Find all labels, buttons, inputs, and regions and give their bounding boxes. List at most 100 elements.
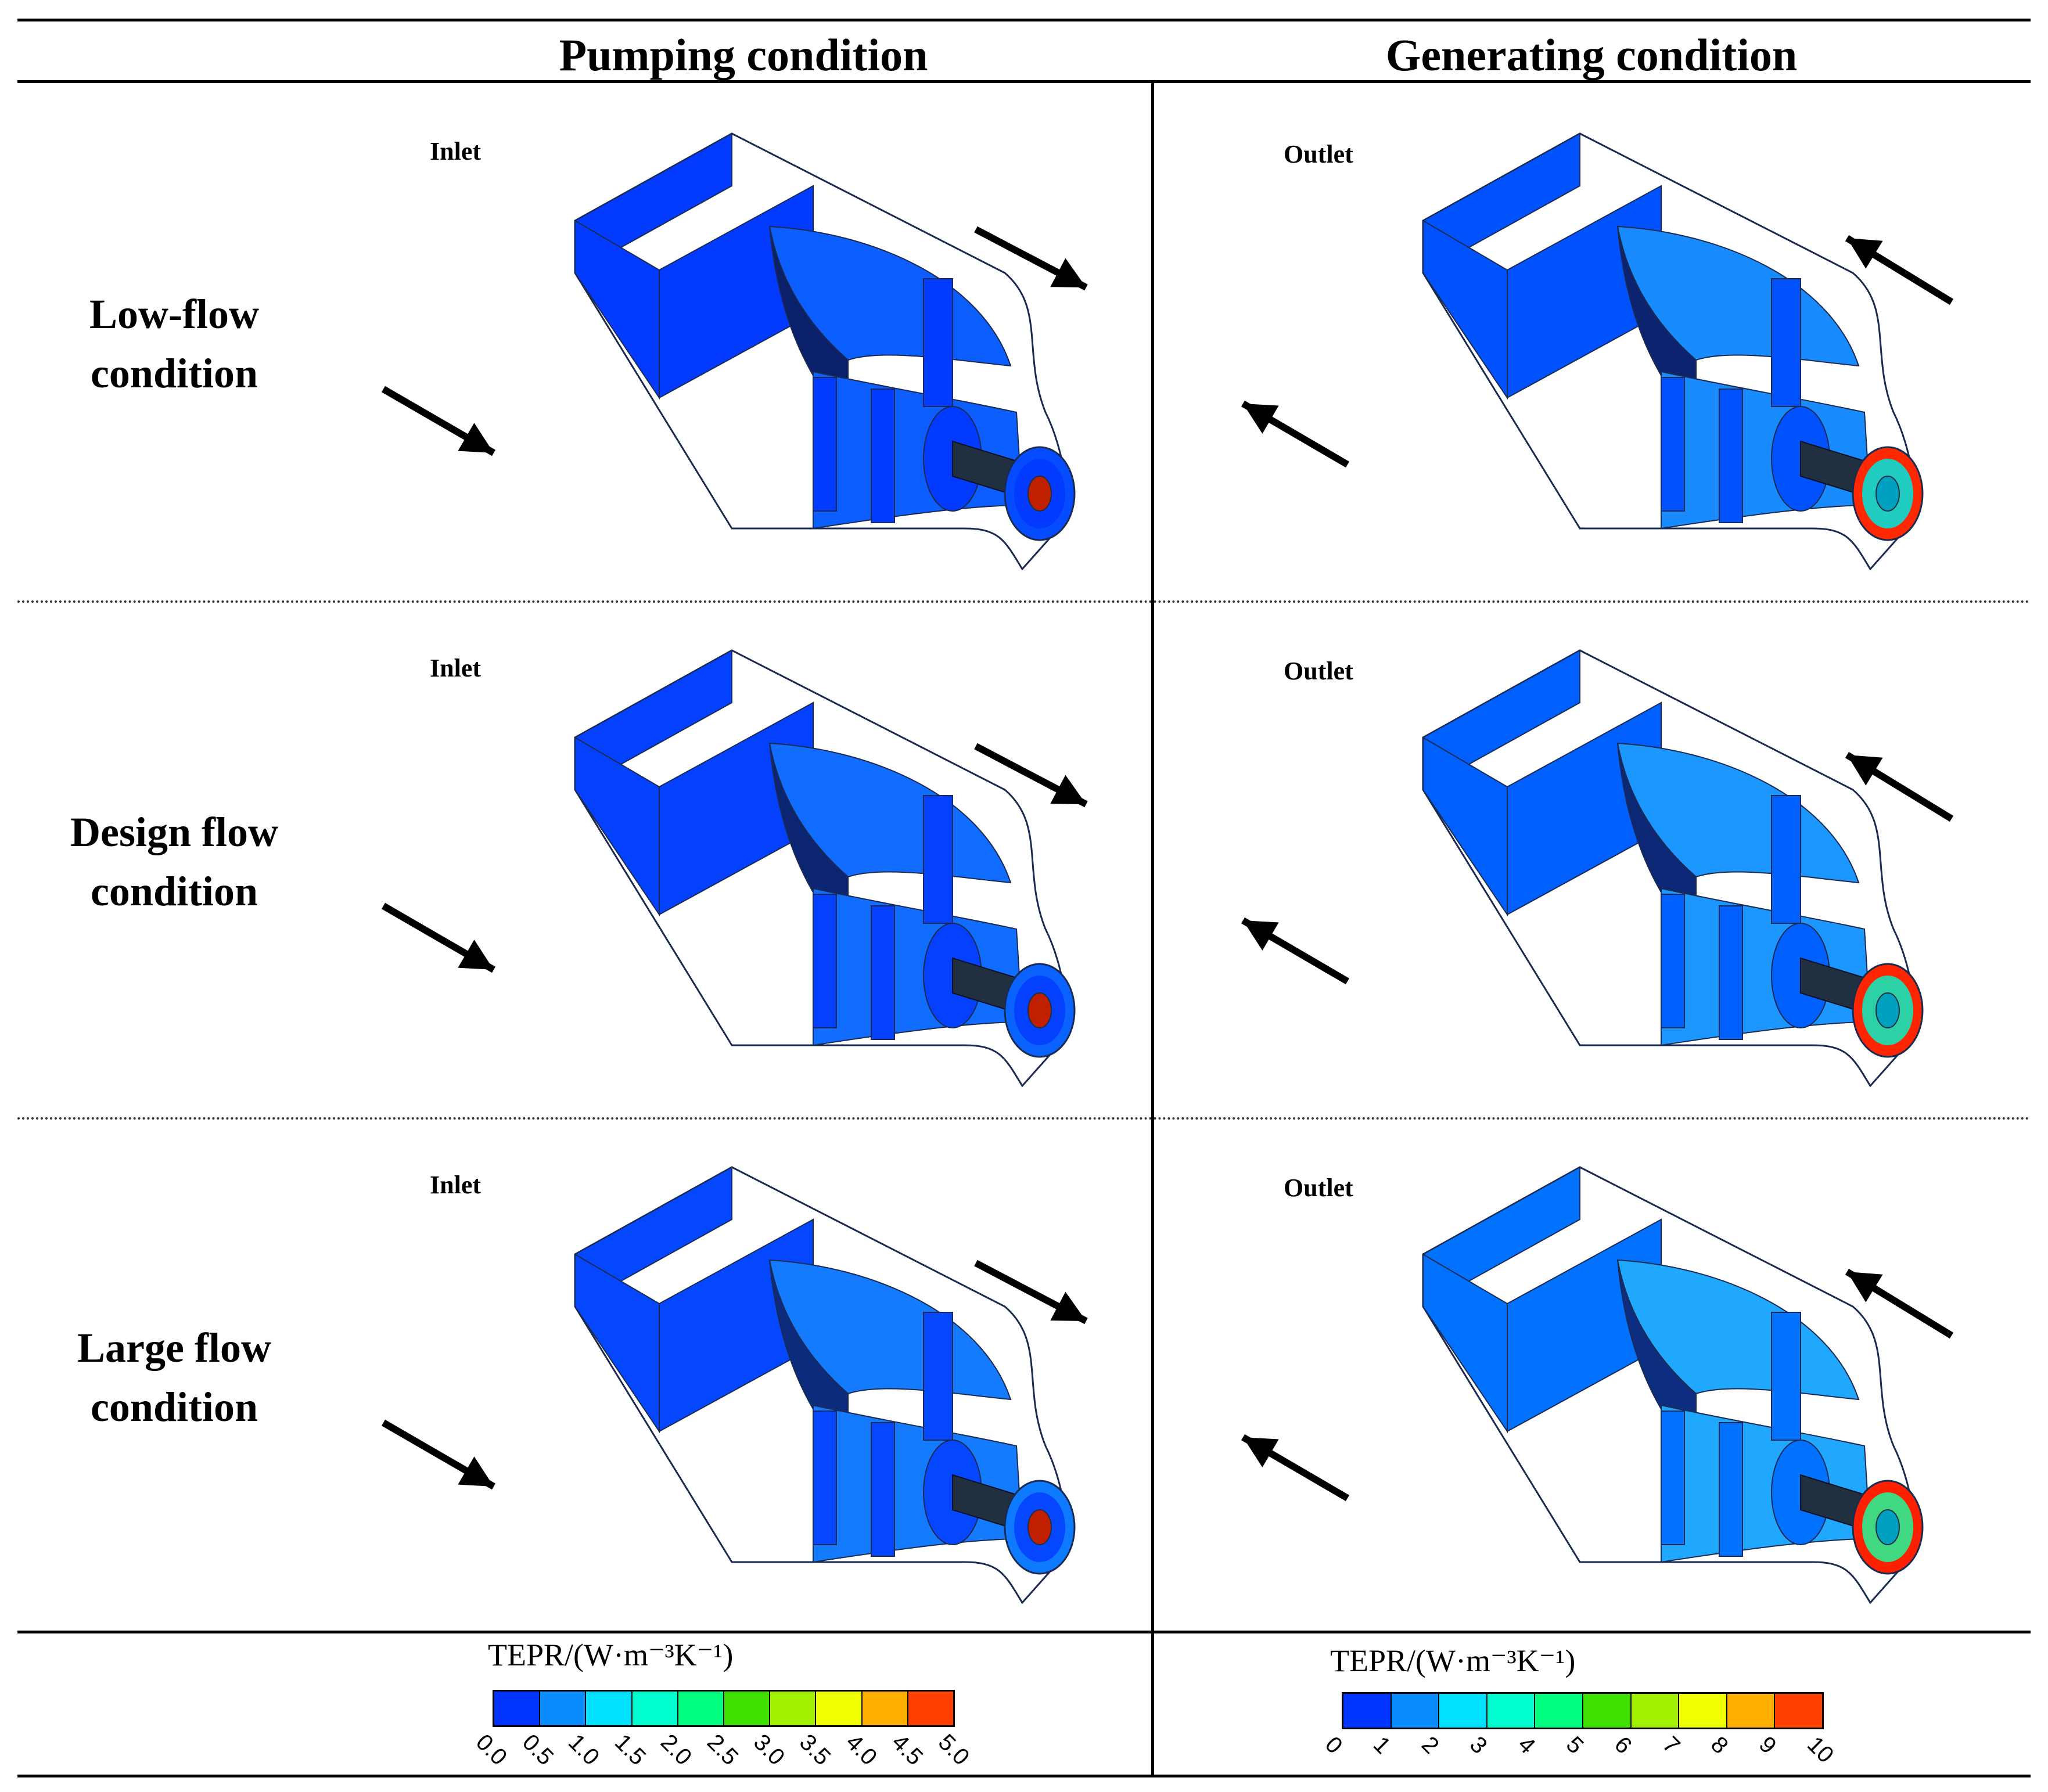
runner-hub bbox=[1875, 1509, 1900, 1545]
flow-arrowhead bbox=[1243, 1437, 1279, 1467]
draft-tube-figure: Outlet bbox=[1241, 649, 1954, 1088]
draft-tube-outline bbox=[1422, 649, 1918, 1088]
tick-label: 3.0 bbox=[748, 1729, 789, 1771]
stay-fin bbox=[1719, 1422, 1743, 1557]
runner-hub bbox=[1875, 992, 1900, 1028]
draft-tube-group bbox=[1422, 649, 1924, 1088]
colorbar-segment bbox=[770, 1692, 817, 1725]
stay-fin bbox=[1719, 388, 1743, 523]
draft-tube-group bbox=[1422, 1166, 1924, 1604]
table-bottom-rule bbox=[17, 1775, 2031, 1777]
runner-hub bbox=[1875, 476, 1900, 512]
colorbar-segment bbox=[724, 1692, 771, 1725]
conduit-surface bbox=[1661, 370, 1871, 530]
colorbar-segment bbox=[1439, 1694, 1488, 1728]
row-label-line: Low-flow bbox=[89, 291, 259, 337]
stay-fin bbox=[923, 278, 953, 407]
port-side-panel bbox=[1422, 1253, 1508, 1434]
port-label: Inlet bbox=[430, 654, 481, 682]
tick-label: 1 bbox=[1368, 1732, 1396, 1759]
port-side-panel bbox=[574, 1253, 660, 1434]
flow-arrowhead bbox=[1050, 775, 1086, 804]
contour-pumping-low-flow: Inlet bbox=[360, 87, 1144, 598]
colorbar-segment bbox=[1535, 1694, 1583, 1728]
colorbar-segment bbox=[1391, 1694, 1440, 1728]
colorbar-segment bbox=[1775, 1694, 1822, 1728]
conduit-surface bbox=[1661, 1404, 1871, 1563]
tick-label: 7 bbox=[1657, 1732, 1685, 1759]
column-divider bbox=[1151, 81, 1154, 1776]
tick-label: 3 bbox=[1464, 1732, 1492, 1759]
stay-fin bbox=[1771, 1312, 1801, 1441]
colorbar-segment bbox=[862, 1692, 908, 1725]
tick-label: 4 bbox=[1512, 1732, 1540, 1759]
conduit-surface bbox=[813, 887, 1023, 1046]
row-label-line: condition bbox=[90, 1384, 258, 1430]
draft-tube-outline bbox=[574, 1166, 1070, 1604]
draft-tube-figure: Inlet bbox=[381, 649, 1088, 1088]
colorbar-segment bbox=[494, 1692, 541, 1725]
row-label-line: Design flow bbox=[70, 809, 278, 855]
tick-label: 2.0 bbox=[656, 1729, 697, 1771]
stay-fin bbox=[1661, 894, 1685, 1028]
colorbar-segment bbox=[1487, 1694, 1536, 1728]
draft-tube-group bbox=[574, 132, 1076, 571]
stay-fin bbox=[871, 1422, 895, 1557]
contour-generating-design-flow: Outlet bbox=[1185, 604, 2021, 1115]
tick-label: 1.0 bbox=[563, 1729, 605, 1771]
port-label: Outlet bbox=[1284, 140, 1353, 168]
flow-arrowhead bbox=[1847, 755, 1883, 786]
colorbar-segment bbox=[1631, 1694, 1680, 1728]
stay-fin bbox=[813, 894, 837, 1028]
conduit-surface bbox=[813, 370, 1023, 530]
stay-fin bbox=[1771, 795, 1801, 924]
runner-hub bbox=[1027, 476, 1052, 512]
flow-arrowhead bbox=[1050, 1291, 1086, 1321]
tick-label: 0.0 bbox=[470, 1729, 512, 1771]
colorbar bbox=[1342, 1692, 1824, 1729]
tick-label: 3.5 bbox=[795, 1729, 836, 1771]
tick-label: 10 bbox=[1802, 1732, 1839, 1768]
colorbar bbox=[493, 1690, 955, 1727]
stay-fin bbox=[1771, 278, 1801, 407]
conduit-surface bbox=[813, 1404, 1023, 1563]
draft-tube-outline bbox=[1422, 132, 1918, 571]
column-header-generating: Generating condition bbox=[1385, 30, 1798, 80]
contour-generating-low-flow: Outlet bbox=[1185, 87, 2021, 598]
row-label-large-flow: Large flow condition bbox=[23, 1318, 325, 1437]
row-label-design-flow: Design flow condition bbox=[23, 803, 325, 921]
stay-fin bbox=[923, 1312, 953, 1441]
flow-arrowhead bbox=[1243, 404, 1279, 434]
tick-label: 5.0 bbox=[933, 1729, 975, 1771]
tick-label: 4.0 bbox=[840, 1729, 882, 1771]
colorbar-segment bbox=[908, 1692, 954, 1725]
contour-generating-large-flow: Outlet bbox=[1185, 1121, 2021, 1629]
header-rule bbox=[17, 80, 2031, 83]
tick-label: 1.5 bbox=[609, 1729, 651, 1771]
port-label: Inlet bbox=[430, 137, 481, 165]
colorbar-segment bbox=[586, 1692, 633, 1725]
contour-pumping-large-flow: Inlet bbox=[360, 1121, 1144, 1629]
draft-tube-outline bbox=[574, 132, 1070, 571]
port-side-panel bbox=[574, 219, 660, 400]
legend-pumping: TEPR/(W·m⁻³K⁻¹) 0.0 0.5 1.0 1.5 2.0 2.5 3.0 3.5… bbox=[471, 1636, 999, 1773]
tick-label: 5 bbox=[1561, 1732, 1589, 1759]
draft-tube-group bbox=[1422, 132, 1924, 571]
colorbar-segment bbox=[1583, 1694, 1632, 1728]
draft-tube-group bbox=[574, 649, 1076, 1088]
tick-label: 4.5 bbox=[887, 1729, 928, 1771]
tick-label: 0 bbox=[1320, 1732, 1348, 1759]
stay-fin bbox=[1719, 905, 1743, 1040]
flow-arrowhead bbox=[1243, 920, 1279, 951]
flow-arrowhead bbox=[458, 940, 494, 970]
port-side-panel bbox=[1422, 219, 1508, 400]
stay-fin bbox=[813, 377, 837, 512]
draft-tube-outline bbox=[574, 649, 1070, 1088]
flow-arrowhead bbox=[458, 423, 494, 453]
colorbar-ticks: 0 1 2 3 4 5 6 7 8 9 10 bbox=[1320, 1732, 1839, 1772]
stay-fin bbox=[813, 1410, 837, 1545]
stay-fin bbox=[923, 795, 953, 924]
row-divider-2 bbox=[17, 1117, 2031, 1120]
legend-title: TEPR/(W·m⁻³K⁻¹) bbox=[488, 1638, 734, 1672]
flow-arrowhead bbox=[1847, 1272, 1883, 1302]
